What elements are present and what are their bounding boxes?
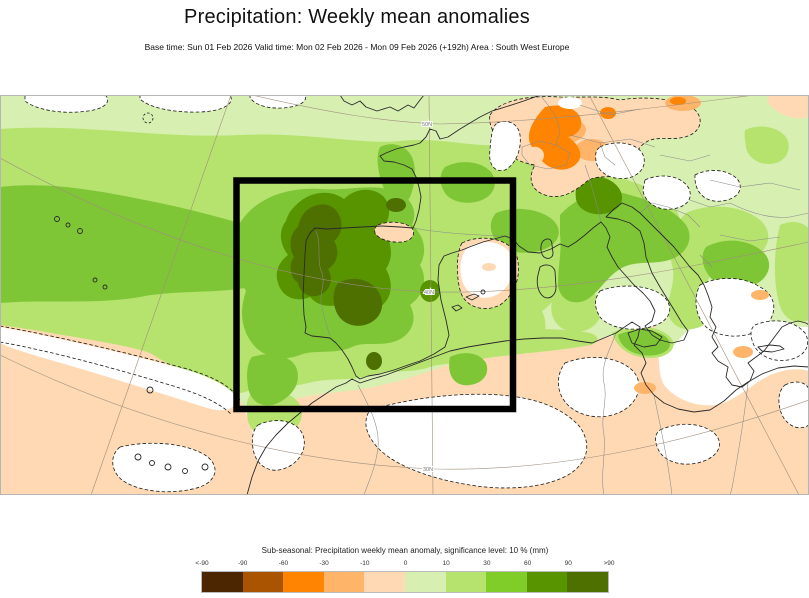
area-highlight-box [233,177,517,413]
colorbar-segment [364,572,405,592]
colorbar-tick-label: 90 [564,560,572,567]
colorbar-segment [445,572,487,592]
colorbar-tick-label: <-90 [195,560,209,567]
anomaly-map: 50N 40N 30N [0,92,809,496]
legend-title: Sub-seasonal: Precipitation weekly mean … [261,546,549,555]
legend-colorbar [201,571,609,593]
lat-label-40n: 40N [424,290,434,296]
legend-tick-labels: <-90 -90 -60 -30 -10 0 10 30 60 90 >90 [195,560,614,570]
colorbar-tick-label: -90 [237,560,248,567]
colorbar-segment [526,572,568,592]
coastlines [54,94,809,496]
colorbar-segment [242,572,284,592]
map-svg: 50N 40N 30N [0,92,809,496]
colorbar-tick-label: 30 [483,560,491,567]
chart-subtitle: Base time: Sun 01 Feb 2026 Valid time: M… [144,42,570,52]
colorbar-segment [202,572,243,592]
lat-label-50n: 50N [422,122,432,128]
colorbar-tick-label: -30 [319,560,329,567]
country-borders [315,94,809,496]
lat-label-30n: 30N [423,467,433,473]
colorbar-tick-label: 10 [442,560,450,567]
anomaly-fill-regions [0,94,809,495]
page-title: Precipitation: Weekly mean anomalies [184,6,530,28]
colorbar-tick-label: 0 [403,560,408,567]
colorbar-tick-label: >90 [603,560,615,567]
graticule-lines [0,92,809,496]
colorbar-segment [567,572,608,592]
colorbar-tick-label: 60 [523,560,532,567]
colorbar-segment [283,572,324,592]
colorbar-tick-label: -10 [360,560,370,567]
colorbar-tick-label: -60 [278,560,289,567]
colorbar-segment [323,572,365,592]
colorbar-segment [404,572,446,592]
graticule-labels: 50N 40N 30N [421,121,435,474]
colorbar-segment [486,572,527,592]
